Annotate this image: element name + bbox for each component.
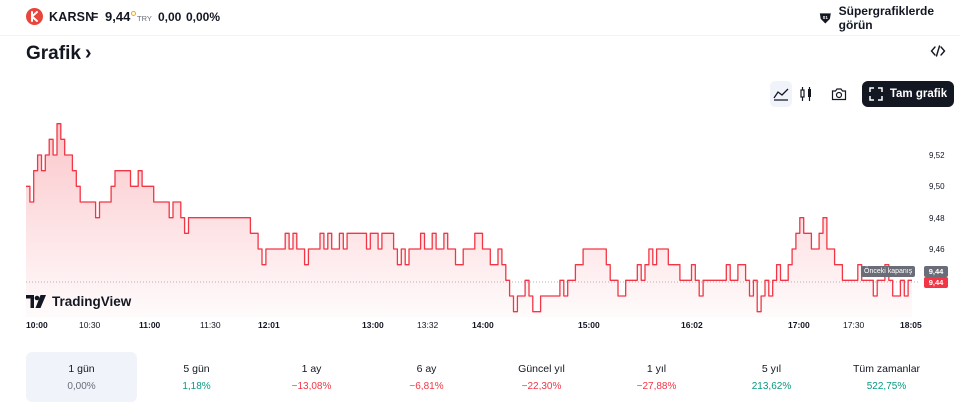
y-tick-label: 9,48 [929,214,945,223]
x-tick-label: 12:01 [258,320,280,330]
snapshot-button[interactable] [828,81,850,107]
section-title-text: Grafik [26,42,81,64]
full-chart-button[interactable]: Tam grafik [862,81,954,107]
tradingview-logo-icon [26,295,46,308]
period-change: 522,75% [866,380,907,392]
period-change: 213,62% [751,380,792,392]
chevron-right-icon: › [84,42,92,64]
svg-text:01: 01 [823,15,829,20]
x-tick-label: 13:00 [362,320,384,330]
period-tab-6m[interactable]: 6 ay −6,81% [371,352,482,402]
period-change: −27,88% [636,380,677,392]
x-tick-label: 11:30 [200,320,221,330]
chart-section-title[interactable]: Grafik › [26,42,92,65]
period-label: Güncel yıl [518,362,565,375]
x-tick-label: 18:05 [900,320,922,330]
price-chart[interactable] [0,112,960,342]
karsan-logo-icon [26,8,43,25]
period-tabs: 1 gün 0,00% 5 gün 1,18% 1 ay −13,08% 6 a… [26,352,946,404]
y-tick-label: 9,52 [929,151,945,160]
symbol-name[interactable]: KARSN [49,10,95,24]
x-tick-label: 15:00 [578,320,600,330]
period-label: 1 gün [68,362,95,375]
full-chart-label: Tam grafik [889,88,948,100]
period-change: 1,18% [182,380,211,392]
period-label: 1 yıl [646,362,667,375]
period-change: −13,08% [291,380,332,392]
period-tab-all[interactable]: Tüm zamanlar 522,75% [831,352,942,402]
price-change-percent: 0,00% [186,10,221,24]
period-tab-1d[interactable]: 1 gün 0,00% [26,352,137,402]
price-chart-svg [26,123,920,317]
period-label: 5 yıl [761,362,782,375]
x-tick-label: 10:30 [79,320,101,330]
camera-icon [831,88,847,101]
price-line-series [26,123,912,313]
last-price-tag: 9,44 [924,277,948,288]
x-tick-label: 16:02 [681,320,703,330]
supercharts-link[interactable]: 01 Süpergrafiklerde görün [818,4,960,32]
x-tick-label: 17:00 [788,320,810,330]
symbol-header: KARSN = 9,44 TRY 0,00 0,00% 01 Süpergraf… [0,0,960,36]
candles-button[interactable] [796,81,816,107]
fullscreen-icon [869,87,883,101]
price-area-fill [26,123,912,317]
period-tab-ytd[interactable]: Güncel yıl −22,30% [486,352,597,402]
market-status-dot [131,11,136,16]
period-tab-5y[interactable]: 5 yıl 213,62% [716,352,827,402]
x-tick-label: 14:00 [472,320,494,330]
period-label: 6 ay [416,362,437,375]
y-tick-label: 9,50 [929,182,945,191]
x-tick-label: 13:32 [417,320,439,330]
price-separator: = [91,9,99,23]
period-label: 5 gün [183,362,210,375]
period-tab-1m[interactable]: 1 ay −13,08% [256,352,367,402]
x-tick-label: 10:00 [26,320,48,330]
period-label: Tüm zamanlar [852,362,921,375]
period-tab-1y[interactable]: 1 yıl −27,88% [601,352,712,402]
period-label: 1 ay [301,362,322,375]
period-tab-5d[interactable]: 5 gün 1,18% [141,352,252,402]
period-change: 0,00% [67,380,96,392]
supercharts-label: Süpergrafiklerde görün [838,4,935,32]
embed-code-icon[interactable] [930,43,946,59]
supercharts-icon: 01 [819,13,831,24]
previous-close-value-tag: 9,44 [924,266,948,277]
y-tick-label: 9,46 [929,245,945,254]
currency-code: TRY [137,14,152,23]
x-tick-label: 11:00 [139,320,161,330]
line-chart-button[interactable] [770,81,792,107]
tradingview-logo[interactable]: TradingView [26,294,131,309]
last-price: 9,44 [105,9,131,24]
candles-icon [800,87,811,101]
period-change: −22,30% [521,380,562,392]
x-tick-label: 17:30 [843,320,865,330]
line-chart-icon [773,88,789,101]
tradingview-label: TradingView [52,294,132,309]
price-change: 0,00 [158,10,182,24]
period-change: −6,81% [409,380,444,392]
previous-close-label: Önceki kapanış [861,266,916,277]
